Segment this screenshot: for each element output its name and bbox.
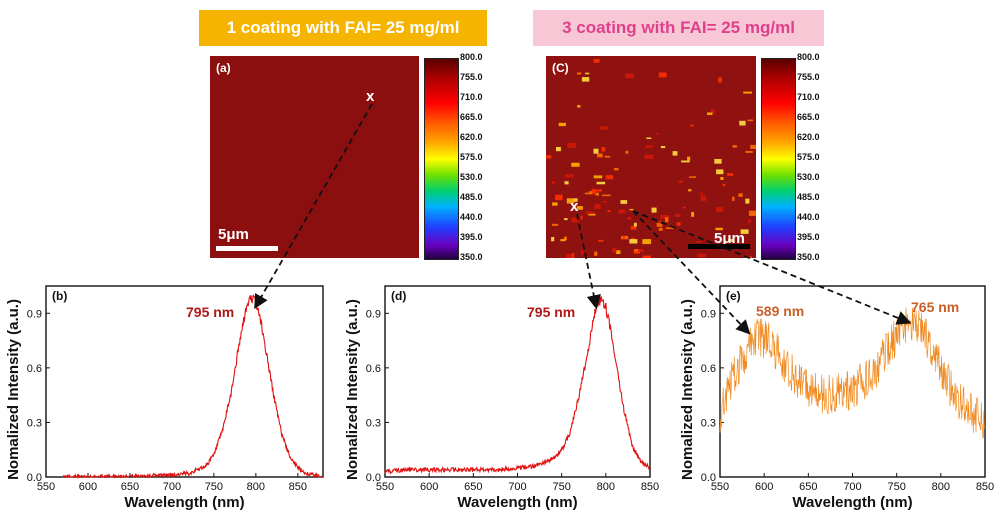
map-a-scale-bar — [216, 246, 278, 251]
x-tick-label: 750 — [887, 481, 905, 493]
colorbar-tick-label: 755.0 — [797, 72, 820, 82]
y-tick-label: 0.6 — [701, 363, 716, 375]
y-tick-label: 0.0 — [366, 472, 381, 484]
x-tick-label: 650 — [799, 481, 817, 493]
x-tick-label: 550 — [711, 481, 729, 493]
peak-label-d: 795 nm — [527, 304, 575, 320]
x-tick-label: 700 — [508, 481, 526, 493]
y-tick-label: 0.3 — [701, 417, 716, 429]
chart-d: 550 600 650 700 750 800 850 0.0 0.3 0.6 0.9 Wavelen… — [344, 285, 659, 511]
plot-frame — [384, 285, 651, 478]
x-tick-label: 600 — [79, 481, 97, 493]
y-tick-label: 0.3 — [27, 417, 42, 429]
x-tick-label: 850 — [641, 481, 659, 493]
x-tick-label: 750 — [552, 481, 570, 493]
map-a-point-marker: x — [366, 88, 375, 105]
colorbar-tick-label: 665.0 — [460, 112, 483, 122]
dashed-arrow — [576, 213, 601, 310]
connector-arrows — [254, 103, 912, 335]
colorbar-tick-label: 440.0 — [460, 212, 483, 222]
dashed-arrow — [632, 210, 751, 335]
x-tick-label: 600 — [420, 481, 438, 493]
colorbar-tick-label: 575.0 — [460, 152, 483, 162]
pl-map-c: (C) x 5μm — [546, 56, 756, 258]
colorbar-tick-label: 800.0 — [460, 52, 483, 62]
colorbar-tick-label: 755.0 — [460, 72, 483, 82]
x-tick-label: 650 — [464, 481, 482, 493]
peak-label-e-765: 765 nm — [911, 299, 959, 315]
colorbar-tick-label: 395.0 — [460, 232, 483, 242]
colorbar-tick-label: 485.0 — [460, 192, 483, 202]
y-tick-label: 0.9 — [27, 308, 42, 320]
x-tick-label: 800 — [597, 481, 615, 493]
y-tick-label: 0.3 — [366, 417, 381, 429]
y-tick-label: 0.6 — [366, 363, 381, 375]
colorbar-tick-label: 620.0 — [797, 132, 820, 142]
panel-label: (e) — [726, 289, 741, 303]
colorbar-tick-label: 710.0 — [460, 92, 483, 102]
colorbar-tick-label: 350.0 — [460, 252, 483, 262]
y-axis-title: Nomalized Intensity (a.u.) — [679, 299, 696, 480]
banner-1-coating: 1 coating with FAI= 25 mg/ml — [199, 10, 487, 46]
colorbar-tick-label: 350.0 — [797, 252, 820, 262]
spectrum-line — [719, 307, 985, 439]
colorbar-c — [761, 58, 796, 260]
spectrum-line — [384, 296, 651, 475]
map-c-scale-label: 5μm — [714, 230, 745, 247]
map-c-texture — [546, 58, 756, 258]
map-c-point-marker: x — [570, 198, 579, 215]
colorbar-tick-label: 440.0 — [797, 212, 820, 222]
colorbar-tick-label: 485.0 — [797, 192, 820, 202]
pl-map-a: (a) x 5μm — [210, 56, 419, 258]
x-tick-label: 850 — [289, 481, 307, 493]
x-tick-label: 700 — [163, 481, 181, 493]
colorbar-tick-label: 530.0 — [797, 172, 820, 182]
x-tick-label: 600 — [755, 481, 773, 493]
x-tick-label: 850 — [976, 481, 994, 493]
y-axis-title: Nomalized Intensity (a.u.) — [344, 299, 361, 480]
banner-3-coating: 3 coating with FAI= 25 mg/ml — [533, 10, 824, 46]
y-axis-title: Nomalized Intensity (a.u.) — [5, 299, 22, 480]
peak-label-b: 795 nm — [186, 304, 234, 320]
panel-label: (d) — [391, 289, 406, 303]
y-tick-label: 0.6 — [27, 363, 42, 375]
map-a-scale-label: 5μm — [218, 226, 249, 243]
x-tick-label: 550 — [376, 481, 394, 493]
peak-label-e-589: 589 nm — [756, 303, 804, 319]
y-tick-label: 0.0 — [27, 472, 42, 484]
x-tick-label: 550 — [37, 481, 55, 493]
colorbar-tick-label: 710.0 — [797, 92, 820, 102]
colorbar-tick-label: 800.0 — [797, 52, 820, 62]
x-tick-label: 800 — [247, 481, 265, 493]
x-tick-label: 700 — [843, 481, 861, 493]
map-a-label: (a) — [216, 61, 231, 75]
panel-label: (b) — [52, 289, 67, 303]
x-tick-label: 800 — [932, 481, 950, 493]
x-axis-title: Wavelength (nm) — [792, 494, 912, 511]
x-axis-title: Wavelength (nm) — [124, 494, 244, 511]
colorbar-tick-label: 665.0 — [797, 112, 820, 122]
y-tick-label: 0.0 — [701, 472, 716, 484]
x-tick-label: 650 — [121, 481, 139, 493]
colorbar-tick-label: 620.0 — [460, 132, 483, 142]
chart-e: 550 600 650 700 750 800 850 0.0 0.3 0.6 0.9 Wavelen… — [679, 285, 994, 511]
spectrum-line — [62, 294, 323, 480]
y-tick-label: 0.9 — [366, 308, 381, 320]
plot-frame — [45, 285, 324, 478]
map-c-label: (C) — [552, 61, 569, 75]
y-tick-label: 0.9 — [701, 308, 716, 320]
colorbar-a — [424, 58, 459, 260]
colorbar-tick-label: 575.0 — [797, 152, 820, 162]
dashed-arrow — [254, 103, 373, 310]
chart-b: 550 600 650 700 750 800 850 0.0 0.3 0.6 0.9 Wavelen… — [5, 285, 324, 511]
colorbar-tick-label: 530.0 — [460, 172, 483, 182]
x-tick-label: 750 — [205, 481, 223, 493]
x-axis-title: Wavelength (nm) — [457, 494, 577, 511]
colorbar-tick-label: 395.0 — [797, 232, 820, 242]
